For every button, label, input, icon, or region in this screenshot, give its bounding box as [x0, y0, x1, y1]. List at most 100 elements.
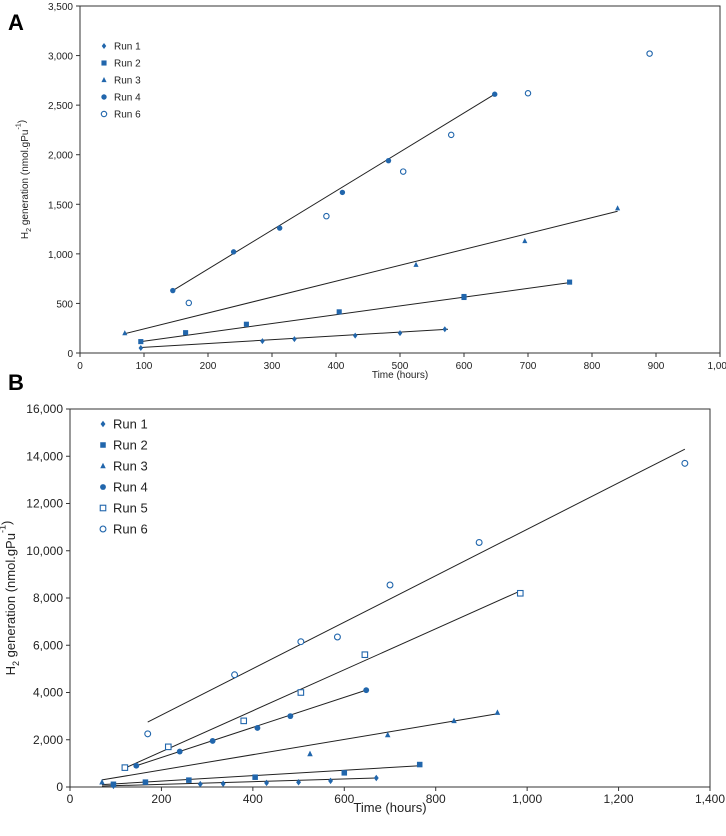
x-tick-label: 900 [648, 361, 665, 372]
data-point-run-4 [287, 713, 294, 720]
data-point-run-6 [646, 50, 653, 57]
data-point-run-1 [220, 780, 226, 787]
x-tick-label: 400 [328, 361, 345, 372]
legend-label-run-4: Run 4 [114, 93, 141, 104]
legend-marker-run-1 [101, 43, 107, 49]
data-point-run-6 [447, 131, 455, 139]
data-point-run-1 [442, 326, 448, 333]
data-point-run-6 [475, 539, 483, 546]
x-tick-label: 100 [136, 361, 153, 372]
trendline-run-2 [140, 282, 570, 343]
data-point-run-6 [323, 212, 330, 220]
data-point-run-6 [386, 581, 394, 589]
data-point-run-1 [264, 779, 270, 787]
data-point-run-3 [615, 205, 621, 211]
y-tick-label: 6,000 [33, 638, 63, 652]
y-axis-label-part: generation (nmol.gPu [3, 533, 18, 661]
x-tick-label: 200 [200, 361, 217, 372]
data-point-run-1 [373, 774, 379, 782]
legend-label-run-3: Run 3 [113, 459, 148, 474]
x-tick-label: 800 [426, 792, 446, 806]
y-axis-label-part: H [20, 232, 31, 239]
legend-marker-run-3 [101, 77, 107, 83]
legend-marker-run-4 [101, 94, 107, 100]
data-point-run-4 [230, 249, 237, 255]
data-point-run-2 [186, 777, 192, 783]
y-tick-label: 1,000 [48, 250, 73, 261]
data-point-run-4 [363, 687, 370, 694]
data-point-run-5 [297, 689, 305, 696]
trendline-run-2 [101, 765, 420, 786]
panel-letter: B [8, 370, 24, 395]
trendline-run-3 [101, 713, 498, 781]
data-point-run-2 [243, 321, 249, 327]
data-point-run-3 [451, 717, 457, 724]
y-tick-label: 2,000 [48, 151, 73, 162]
legend-label-run-2: Run 2 [114, 59, 141, 70]
y-tick-label: 8,000 [33, 591, 63, 605]
legend-label-run-1: Run 1 [113, 417, 148, 432]
data-point-run-6 [144, 730, 152, 738]
legend-marker-run-6 [100, 110, 108, 118]
data-point-run-2 [567, 279, 573, 285]
x-tick-label: 300 [264, 361, 281, 372]
y-axis-label: H2 generation (nmol.gPu-1) [0, 521, 21, 676]
legend-marker-run-3 [100, 462, 106, 469]
y-tick-label: 0 [56, 780, 63, 794]
legend-label-run-2: Run 2 [113, 438, 148, 453]
y-axis-label-sub: 2 [11, 661, 21, 666]
y-tick-label: 4,000 [33, 686, 63, 700]
legend-label-run-1: Run 1 [114, 42, 141, 53]
data-point-run-3 [494, 709, 501, 715]
legend-label-run-6: Run 6 [113, 522, 148, 537]
data-point-run-2 [110, 781, 117, 788]
trendline-run-3 [124, 210, 618, 335]
data-point-run-3 [307, 750, 313, 757]
data-point-run-4 [339, 189, 346, 196]
y-axis-label: H2 generation (nmol.gPu-1) [16, 120, 34, 239]
y-axis-label-part: ) [17, 120, 28, 123]
legend-marker-run-2 [101, 60, 107, 66]
x-tick-label: 1,400 [695, 792, 725, 806]
data-point-run-5 [121, 764, 129, 771]
x-tick-label: 1,000 [707, 361, 726, 372]
chart-panel-b: B 0 200 400 600 800 1,000 1,200 1,400 0 2,000 4,000… [0, 370, 725, 815]
data-point-run-1 [138, 345, 144, 352]
data-point-run-3 [384, 731, 391, 738]
y-tick-label: 3,000 [48, 52, 73, 63]
data-point-run-2 [341, 770, 348, 776]
y-tick-label: 500 [56, 299, 73, 310]
data-point-run-4 [209, 738, 216, 744]
x-tick-label: 600 [456, 361, 473, 372]
y-tick-label: 10,000 [26, 544, 63, 558]
data-point-run-5 [361, 651, 369, 659]
plot-frame [69, 408, 711, 788]
data-point-run-2 [416, 761, 423, 768]
data-point-run-4 [385, 157, 392, 164]
data-point-run-4 [492, 91, 498, 97]
data-point-run-2 [461, 293, 467, 300]
data-point-run-5 [240, 717, 248, 725]
data-point-run-4 [133, 762, 140, 769]
data-point-run-1 [397, 330, 403, 337]
y-tick-label: 2,500 [48, 101, 73, 112]
y-tick-label: 1,500 [48, 200, 73, 211]
data-point-run-3 [99, 779, 105, 785]
x-axis-label: Time (hours) [372, 370, 428, 381]
chart-panel-a: A 0 100 200 300 400 500 600 700 800 900 1,000 0 500 1,… [8, 2, 726, 381]
y-axis-label-sup: -1 [0, 525, 7, 533]
x-tick-label: 600 [334, 792, 354, 806]
legend-marker-run-5 [99, 504, 107, 512]
data-point-run-5 [516, 589, 524, 597]
data-point-run-2 [142, 779, 149, 785]
y-axis-label-sup: -1 [16, 123, 23, 129]
y-axis-label-part: generation (nmol.gPu [20, 130, 31, 228]
data-point-run-6 [399, 168, 407, 175]
legend-marker-run-1 [100, 420, 106, 428]
data-point-run-4 [170, 287, 176, 294]
plot-frame [79, 5, 721, 354]
data-point-run-2 [138, 339, 144, 345]
data-point-run-1 [292, 336, 297, 343]
y-tick-label: 2,000 [33, 733, 63, 747]
